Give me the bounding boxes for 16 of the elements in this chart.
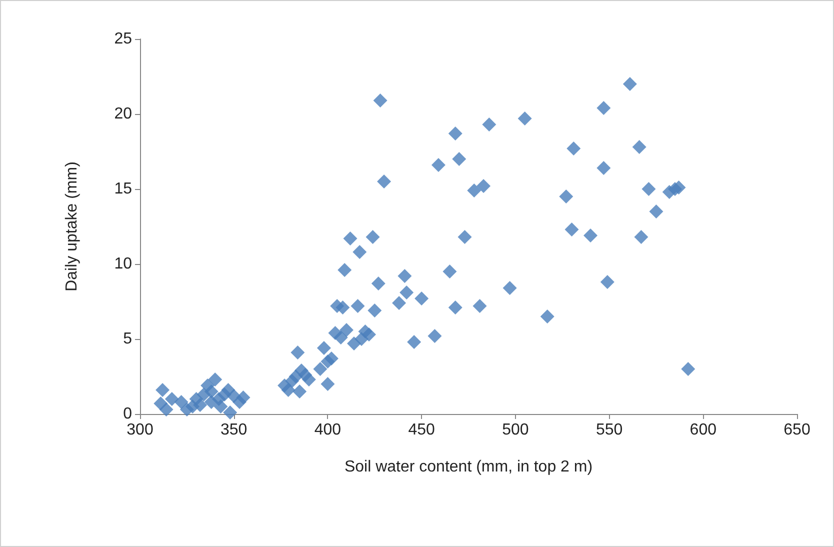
- x-tick-label: 450: [408, 422, 436, 438]
- x-tick-label: 550: [596, 422, 623, 438]
- x-axis-title: Soil water content (mm, in top 2 m): [344, 458, 593, 476]
- x-tick-label: 650: [784, 422, 810, 438]
- x-tick-label: 600: [690, 422, 717, 438]
- y-tick-label: 0: [123, 406, 132, 422]
- y-tick-label: 5: [123, 330, 132, 348]
- y-axis-title: Daily uptake (mm): [64, 162, 80, 292]
- y-tick-label: 10: [114, 256, 132, 272]
- y-tick-label: 25: [114, 30, 132, 48]
- x-tick-label: 400: [314, 422, 342, 438]
- x-tick-label: 350: [220, 422, 248, 438]
- x-tick-label: 500: [502, 422, 529, 438]
- x-tick-label: 300: [126, 422, 154, 438]
- y-tick-label: 20: [114, 106, 132, 122]
- y-tick-label: 15: [114, 180, 132, 198]
